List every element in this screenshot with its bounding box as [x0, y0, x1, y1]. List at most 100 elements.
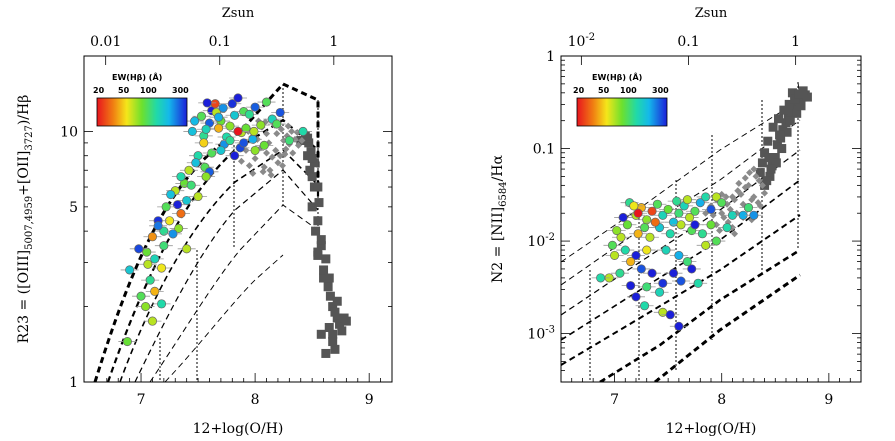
r23-y-tick-label: 10 [60, 124, 78, 140]
r23-circle-marker [196, 111, 207, 121]
n2-ticks: 7 8 9 10-3 10-2 0.1 1 10-2 0.1 1 [527, 32, 862, 408]
n2-diamond-marker [731, 196, 739, 204]
n2-square-marker [787, 88, 797, 98]
n2-y-axis-label: N2 = [NII]6584/Hα [490, 155, 509, 283]
n2-circle-marker [722, 223, 732, 233]
n2-top-tick-label: 0.1 [677, 34, 699, 50]
r23-circle-marker [157, 299, 167, 309]
n2-circle-marker [690, 206, 700, 216]
n2-y-tick-label: 1 [546, 49, 555, 65]
r23-circle-marker [202, 98, 212, 108]
r23-diamond-marker [237, 157, 245, 165]
r23-circle-marker [147, 316, 157, 326]
r23-circle-marker [227, 99, 237, 109]
r23-x-tick-label: 8 [251, 392, 260, 408]
r23-diamond-marker [249, 169, 257, 177]
r23-circle-marker [145, 275, 155, 285]
n2-square-marker [771, 158, 781, 168]
n2-y-axis-label-part: 6584 [498, 181, 509, 206]
n2-circle-marker [663, 204, 673, 214]
n2-y-tick-label: 10-2 [527, 232, 555, 250]
n2-model-curve [561, 214, 801, 366]
r23-square-marker [335, 319, 345, 329]
r23-circle-marker [230, 151, 240, 161]
r23-circle-marker [250, 102, 260, 112]
r23-diamond-marker [267, 171, 275, 179]
r23-circle-marker [176, 209, 186, 219]
r23-circle-marker [125, 265, 135, 275]
n2-square-marker [785, 116, 795, 126]
n2-circle-marker [650, 217, 660, 227]
r23-circle-marker [143, 259, 153, 269]
r23-circle-marker [136, 291, 146, 301]
n2-circle-marker [647, 206, 657, 216]
r23-diamond-marker [245, 162, 253, 170]
n2-square-marker [794, 89, 804, 99]
n2-circle-marker [672, 196, 682, 206]
n2-diamond-marker [746, 169, 754, 177]
r23-square-marker [306, 147, 316, 157]
r23-diamond-marker [282, 145, 290, 153]
r23-circle-marker [207, 148, 217, 158]
r23-circle-marker [272, 119, 282, 129]
r23-frame [83, 55, 393, 383]
r23-diamond-marker [277, 125, 285, 133]
n2-circle-marker [676, 220, 686, 230]
r23-circle-marker [225, 121, 235, 131]
n2-circle-marker [674, 208, 684, 218]
r23-y-tick-label: 1 [69, 375, 78, 391]
r23-circle-marker [176, 172, 186, 182]
r23-circle-marker [214, 123, 224, 133]
r23-square-marker [325, 291, 335, 301]
r23-circle-marker [199, 138, 209, 148]
r23-circle-marker [230, 110, 240, 120]
r23-colorbar-tick: 300 [172, 86, 189, 95]
r23-colorbar-tick: 100 [140, 86, 157, 95]
r23-circle-marker [187, 126, 197, 136]
r23-square-marker [328, 302, 338, 312]
n2-diamond-marker [761, 189, 769, 197]
n2-circle-marker [612, 225, 622, 236]
r23-top-tick-label: 1 [329, 34, 338, 50]
r23-circle-marker [161, 202, 171, 212]
r23-circle-marker [261, 97, 272, 107]
n2-circle-marker [642, 245, 652, 255]
n2-circle-marker [622, 220, 632, 230]
n2-square-marker [802, 92, 812, 102]
n2-top-axis-label: Zsun [695, 6, 728, 21]
r23-diamond-marker [273, 130, 281, 138]
n2-circle-marker [647, 268, 657, 278]
n2-panel: 7 8 9 10-3 10-2 0.1 1 10-2 0.1 1 EW(Hβ) (Å) 20 50… [490, 6, 862, 437]
n2-circle-marker [697, 229, 707, 239]
r23-square-marker [321, 348, 331, 358]
n2-circle-marker [652, 199, 662, 209]
r23-square-marker [332, 313, 342, 323]
r23-circle-marker [193, 191, 203, 202]
n2-colorbar: EW(Hβ) (Å) 20 50 100 300 [573, 72, 669, 127]
r23-circle-marker [153, 221, 163, 231]
r23-diamond-marker [284, 122, 292, 130]
r23-circle-marker [186, 180, 196, 190]
n2-circle-marker [658, 278, 668, 288]
r23-square-marker [319, 273, 329, 283]
r23-circle-marker [298, 126, 308, 136]
r23-data-points [118, 93, 351, 358]
r23-y-axis-label-part: +[OII] [16, 151, 32, 196]
r23-square-marker [314, 198, 324, 208]
n2-diamond-marker [758, 181, 766, 189]
n2-square-marker [768, 122, 778, 132]
r23-square-marker [323, 282, 333, 292]
r23-square-marker [304, 138, 314, 148]
n2-colorbar-tick: 300 [652, 86, 669, 95]
n2-square-marker [774, 114, 783, 124]
n2-circle-marker [596, 273, 606, 283]
n2-model-curve [599, 248, 801, 382]
r23-diamond-marker [289, 149, 297, 157]
r23-circle-marker [122, 337, 132, 347]
r23-square-marker [307, 202, 317, 212]
r23-circle-marker [284, 135, 294, 146]
n2-diamond-marker [737, 190, 745, 198]
n2-data-points [591, 86, 812, 331]
r23-x-axis-label: 12+log(O/H) [193, 421, 284, 437]
r23-circle-marker [191, 158, 201, 168]
